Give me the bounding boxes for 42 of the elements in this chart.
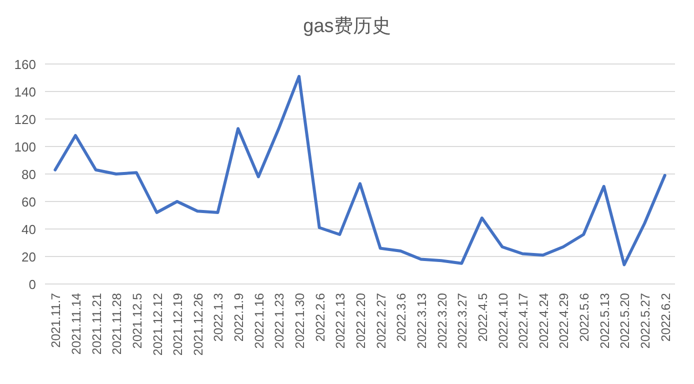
line-series — [54, 74, 666, 266]
x-tick-label: 2022.4.5 — [476, 292, 490, 342]
x-tick-label: 2022.5.20 — [618, 292, 632, 349]
y-tick-label: 80 — [22, 167, 36, 182]
x-tick-label: 2022.3.20 — [435, 292, 450, 349]
x-tick-label: 2022.1.30 — [293, 292, 308, 349]
x-tick-label: 2022.4.10 — [496, 292, 510, 349]
x-tick-label: 2022.3.13 — [414, 292, 429, 349]
x-tick-label: 2021.12.12 — [150, 292, 165, 356]
x-tick-label: 2022.2.6 — [313, 292, 328, 342]
x-tick-label: 2021.12.5 — [130, 292, 144, 349]
x-tick-label: 2022.5.13 — [598, 292, 612, 349]
x-tick-label: 2021.11.21 — [90, 292, 104, 355]
x-tick-label: 2022.3.6 — [394, 292, 409, 342]
y-tick-label: 100 — [14, 140, 36, 154]
x-tick-label: 2022.4.29 — [557, 292, 572, 349]
x-tick-label: 2022.6.2 — [658, 292, 673, 342]
x-tick-label: 2022.2.13 — [334, 292, 348, 349]
chart-title: gas费历史 — [303, 16, 391, 37]
x-tick-label: 2022.5.27 — [638, 292, 653, 349]
y-tick-label: 120 — [14, 112, 36, 127]
x-tick-label: 2021.11.28 — [110, 292, 124, 355]
x-tick-label: 2022.2.27 — [374, 292, 388, 349]
x-tick-label: 2021.12.26 — [191, 292, 206, 356]
x-tick-label: 2022.3.27 — [456, 292, 470, 349]
x-tick-label: 2021.11.7 — [49, 292, 64, 348]
x-tick-label: 2022.1.9 — [232, 292, 246, 342]
x-tick-label: 2022.1.3 — [212, 292, 226, 342]
y-tick-label: 40 — [22, 222, 36, 237]
x-tick-label: 2022.4.17 — [516, 292, 531, 349]
x-tick-label: 2022.5.6 — [578, 292, 592, 342]
x-tick-label: 2022.1.16 — [252, 292, 266, 349]
x-tick-label: 2021.12.19 — [171, 292, 186, 356]
x-tick-label: 2022.2.20 — [354, 292, 368, 349]
x-tick-label: 2021.11.14 — [69, 292, 84, 355]
x-tick-label: 2022.1.23 — [272, 292, 287, 349]
y-tick-label: 140 — [14, 84, 36, 100]
y-tick-label: 20 — [22, 250, 36, 264]
y-tick-label: 60 — [22, 194, 36, 210]
y-tick-label: 0 — [28, 277, 36, 292]
y-tick-label: 160 — [14, 57, 36, 72]
x-tick-label: 2022.4.24 — [536, 292, 551, 349]
